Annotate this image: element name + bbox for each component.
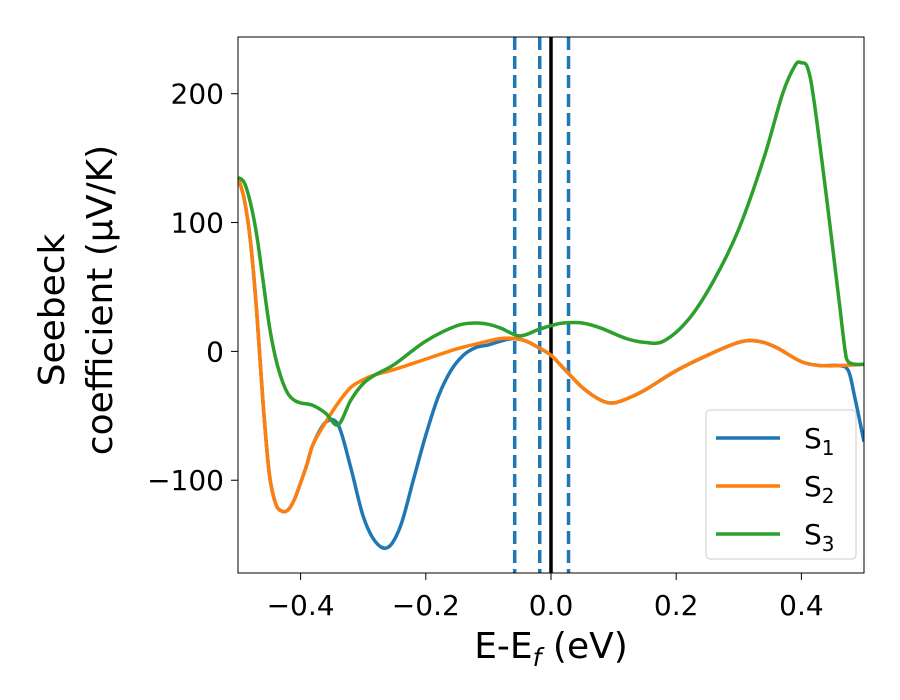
- x-tick-label: −0.4: [267, 589, 335, 622]
- x-tick-label: 0.4: [779, 589, 824, 622]
- legend-label-s2: S2: [804, 470, 835, 508]
- y-tick-label: 0: [206, 335, 224, 368]
- y-axis-ticks: −100 0 100 200: [147, 78, 238, 497]
- legend-label-s1: S1: [804, 422, 835, 460]
- legend-label-s3: S3: [804, 518, 835, 556]
- legend-box: [705, 409, 857, 560]
- y-axis-label-line1: Seebeck: [32, 233, 73, 386]
- y-axis-label-line2: coefficient (μV/K): [80, 145, 121, 455]
- reference-lines: [512, 37, 571, 573]
- y-tick-label: 100: [171, 207, 224, 240]
- y-tick-label: −100: [147, 464, 224, 497]
- legend: S1 S2 S3: [705, 409, 857, 560]
- series-line-s3: [238, 60, 864, 427]
- series-lines: [238, 60, 864, 551]
- y-tick-label: 200: [171, 78, 224, 111]
- x-tick-label: 0.2: [654, 589, 699, 622]
- x-tick-label: −0.2: [392, 589, 460, 622]
- x-axis-label: E-Ef (eV): [474, 626, 628, 672]
- x-axis-ticks: −0.4 −0.2 0.0 0.2 0.4: [267, 573, 824, 622]
- y-axis-label: Seebeck coefficient (μV/K): [32, 145, 121, 455]
- x-tick-label: 0.0: [529, 589, 574, 622]
- series-line-s2: [238, 176, 864, 514]
